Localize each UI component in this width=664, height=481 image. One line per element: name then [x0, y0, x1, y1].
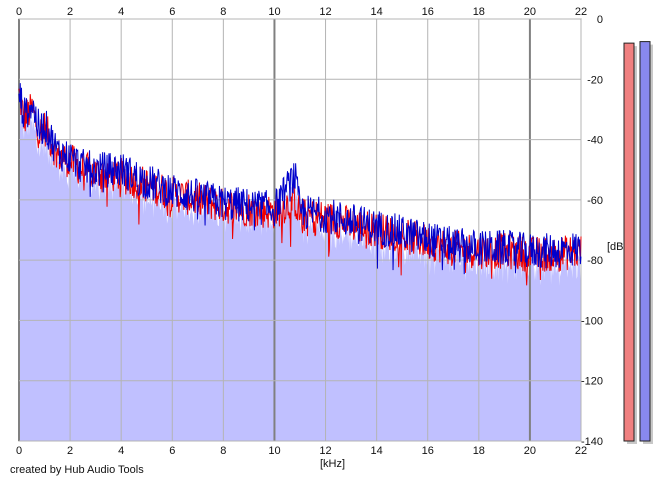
grid — [18, 18, 582, 442]
x-tick-label-bottom: 0 — [16, 445, 22, 457]
x-tick-label-top: 14 — [371, 6, 383, 18]
x-tick-label-bottom: 6 — [169, 445, 175, 457]
x-tick-label-top: 20 — [524, 6, 536, 18]
x-tick-label-top: 12 — [319, 6, 331, 18]
x-tick-label-top: 16 — [422, 6, 434, 18]
x-tick-label-bottom: 18 — [473, 445, 485, 457]
y-tick-label: -20 — [587, 74, 603, 86]
x-tick-labels-bottom: 0 2 4 6 8 10 12 14 16 18 20 22 — [16, 445, 587, 457]
x-tick-label-top: 2 — [67, 6, 73, 18]
y-tick-label: -60 — [587, 195, 603, 207]
level-meter-right — [639, 41, 651, 442]
x-tick-label-bottom: 8 — [220, 445, 226, 457]
x-tick-label-top: 10 — [268, 6, 280, 18]
series-lines — [18, 83, 582, 286]
x-tick-label-bottom: 20 — [524, 445, 536, 457]
y-tick-label: -100 — [581, 315, 603, 327]
x-tick-label-top: 8 — [220, 6, 226, 18]
x-tick-label-bottom: 2 — [67, 445, 73, 457]
y-axis-label: [dB] — [607, 241, 627, 253]
x-axis-label: [kHz] — [320, 458, 345, 470]
y-tick-label: -80 — [587, 255, 603, 267]
x-tick-labels-top: 0 2 4 6 8 10 12 14 16 18 20 22 — [16, 6, 587, 18]
y-tick-label: -120 — [581, 376, 603, 388]
y-tick-label: 0 — [597, 14, 603, 26]
x-tick-label-top: 6 — [169, 6, 175, 18]
x-tick-label-top: 4 — [118, 6, 124, 18]
credit-text: created by Hub Audio Tools — [10, 464, 144, 476]
y-tick-label: -140 — [581, 436, 603, 448]
x-tick-label-top: 22 — [575, 6, 587, 18]
x-tick-label-bottom: 14 — [371, 445, 383, 457]
spectrum-fill — [19, 101, 581, 442]
x-tick-label-bottom: 10 — [268, 445, 280, 457]
y-tick-labels: 0 -20 -40 -60 -80 -100 -120 -140 — [581, 14, 603, 448]
x-tick-label-top: 18 — [473, 6, 485, 18]
x-tick-label-bottom: 22 — [575, 445, 587, 457]
plot-area — [18, 18, 582, 442]
x-tick-label-bottom: 12 — [319, 445, 331, 457]
x-tick-label-bottom: 4 — [118, 445, 124, 457]
y-tick-label: -40 — [587, 135, 603, 147]
x-tick-label-top: 0 — [16, 6, 22, 18]
series-line-2 — [18, 83, 582, 275]
level-meter-left — [623, 42, 635, 442]
level-meters — [623, 41, 653, 444]
x-tick-label-bottom: 16 — [422, 445, 434, 457]
